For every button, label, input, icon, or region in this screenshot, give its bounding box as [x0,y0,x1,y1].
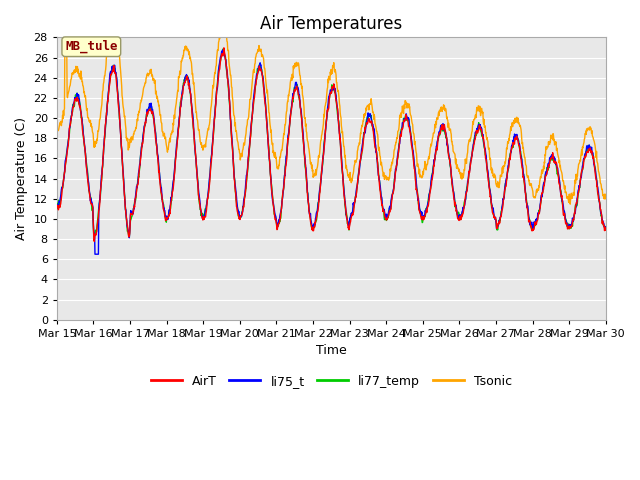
li77_temp [602,224,609,229]
li75_t [91,252,99,257]
li75_t [53,202,61,208]
AirT [417,215,425,220]
AirT [162,217,170,223]
li75_t [417,209,425,215]
li77_temp [237,214,245,220]
Tsonic [417,172,424,178]
Tsonic [537,175,545,180]
Tsonic [566,201,574,207]
Tsonic [53,126,61,132]
li77_temp [489,206,497,212]
Line: Tsonic: Tsonic [57,23,605,204]
Tsonic [237,154,244,159]
Y-axis label: Air Temperature (C): Air Temperature (C) [15,117,28,240]
Tsonic [488,167,496,173]
li75_t [219,48,227,53]
AirT [220,45,228,51]
li77_temp [417,214,425,219]
Tsonic [162,134,170,140]
li75_t [237,213,245,219]
li75_t [175,115,183,120]
AirT [538,197,545,203]
li75_t [602,225,609,230]
li77_temp [162,216,170,222]
AirT [53,203,61,208]
Line: AirT: AirT [57,48,605,241]
Tsonic [218,20,226,26]
li77_temp [90,234,98,240]
Tsonic [175,75,183,81]
li75_t [162,215,170,221]
Legend: AirT, li75_t, li77_temp, Tsonic: AirT, li75_t, li77_temp, Tsonic [145,370,517,393]
Text: MB_tule: MB_tule [65,40,118,53]
Title: Air Temperatures: Air Temperatures [260,15,403,33]
li77_temp [220,46,227,52]
li77_temp [175,116,183,122]
Line: li75_t: li75_t [57,50,605,254]
AirT [90,239,98,244]
AirT [602,227,609,233]
li75_t [538,192,545,198]
li77_temp [53,205,61,211]
li77_temp [538,194,545,200]
AirT [489,210,497,216]
X-axis label: Time: Time [316,344,347,357]
Tsonic [602,195,609,201]
AirT [175,118,183,124]
Line: li77_temp: li77_temp [57,49,605,237]
AirT [237,213,245,219]
li75_t [489,205,497,211]
